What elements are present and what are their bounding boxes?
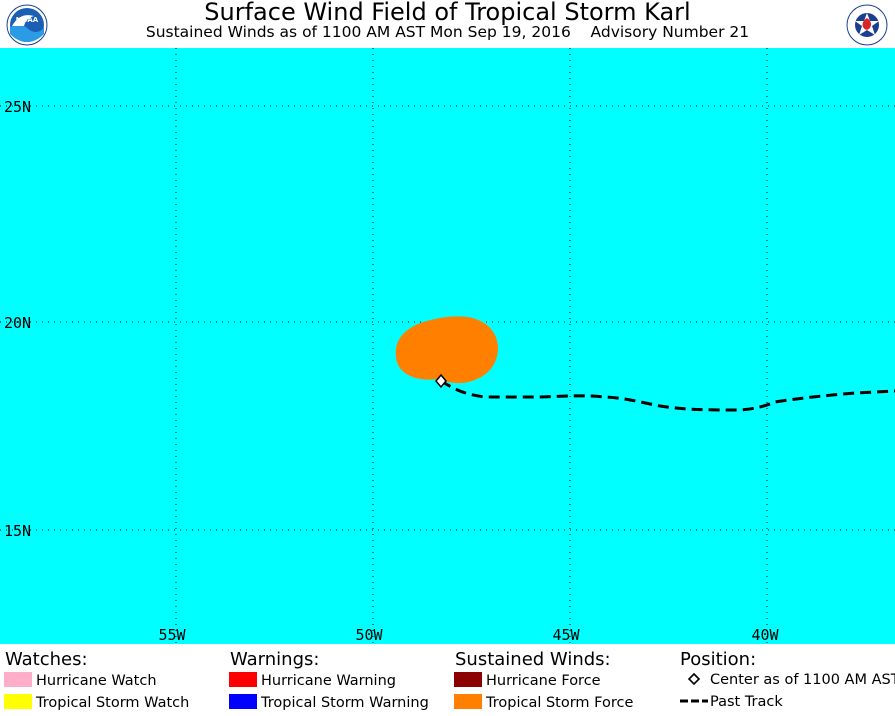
center-position-label: Center as of 1100 AM AST bbox=[710, 672, 895, 688]
legend-tropical-storm-force: Tropical Storm Force bbox=[454, 694, 633, 711]
hurricane-force-swatch bbox=[454, 672, 482, 687]
legend-tropical-storm-watch: Tropical Storm Watch bbox=[4, 694, 189, 711]
map-area: 25N 20N 15N 55W 50W 45W 40W bbox=[0, 48, 895, 644]
nws-logo bbox=[846, 4, 888, 46]
lat-label-25n: 25N bbox=[4, 98, 32, 116]
tropical-storm-wind-field bbox=[395, 316, 498, 384]
lat-label-20n: 20N bbox=[4, 314, 32, 332]
diamond-icon bbox=[680, 672, 708, 688]
past-track-label: Past Track bbox=[710, 694, 783, 710]
past-track-line bbox=[440, 379, 895, 412]
lat-label-15n: 15N bbox=[4, 522, 32, 540]
hurricane-warning-swatch bbox=[229, 672, 257, 687]
hurricane-watch-swatch bbox=[4, 672, 32, 687]
lon-label-50w: 50W bbox=[355, 626, 383, 644]
hurricane-warning-label: Hurricane Warning bbox=[261, 673, 396, 689]
legend-hurricane-warning: Hurricane Warning bbox=[229, 672, 396, 689]
legend-watches-heading: Watches: bbox=[5, 649, 88, 670]
legend-center-position: Center as of 1100 AM AST bbox=[680, 672, 895, 688]
tropical-storm-force-label: Tropical Storm Force bbox=[486, 695, 634, 711]
lon-label-40w: 40W bbox=[751, 626, 779, 644]
tropical-storm-watch-swatch bbox=[4, 694, 32, 709]
hurricane-force-label: Hurricane Force bbox=[486, 673, 601, 689]
legend-hurricane-force: Hurricane Force bbox=[454, 672, 601, 689]
legend-warnings-heading: Warnings: bbox=[230, 649, 320, 670]
lon-label-55w: 55W bbox=[158, 626, 186, 644]
noaa-logo-text: NOAA bbox=[16, 16, 39, 24]
storm-center-marker bbox=[435, 373, 447, 389]
tropical-storm-watch-label: Tropical Storm Watch bbox=[36, 695, 190, 711]
hurricane-watch-label: Hurricane Watch bbox=[36, 673, 157, 689]
tropical-storm-warning-label: Tropical Storm Warning bbox=[261, 695, 429, 711]
noaa-logo: NOAA bbox=[6, 4, 48, 46]
map-legend: Watches: Hurricane Watch Tropical Storm … bbox=[0, 644, 895, 716]
tropical-storm-force-swatch bbox=[454, 694, 482, 709]
lon-label-45w: 45W bbox=[552, 626, 580, 644]
tropical-storm-warning-swatch bbox=[229, 694, 257, 709]
map-canvas bbox=[0, 48, 895, 644]
dashed-line-icon bbox=[680, 694, 708, 710]
legend-winds-heading: Sustained Winds: bbox=[455, 649, 611, 670]
legend-hurricane-watch: Hurricane Watch bbox=[4, 672, 157, 689]
legend-position-heading: Position: bbox=[680, 649, 757, 670]
legend-past-track: Past Track bbox=[680, 694, 783, 710]
map-subtitle: Sustained Winds as of 1100 AM AST Mon Se… bbox=[145, 23, 750, 41]
map-title: Surface Wind Field of Tropical Storm Kar… bbox=[204, 0, 691, 26]
legend-tropical-storm-warning: Tropical Storm Warning bbox=[229, 694, 429, 711]
